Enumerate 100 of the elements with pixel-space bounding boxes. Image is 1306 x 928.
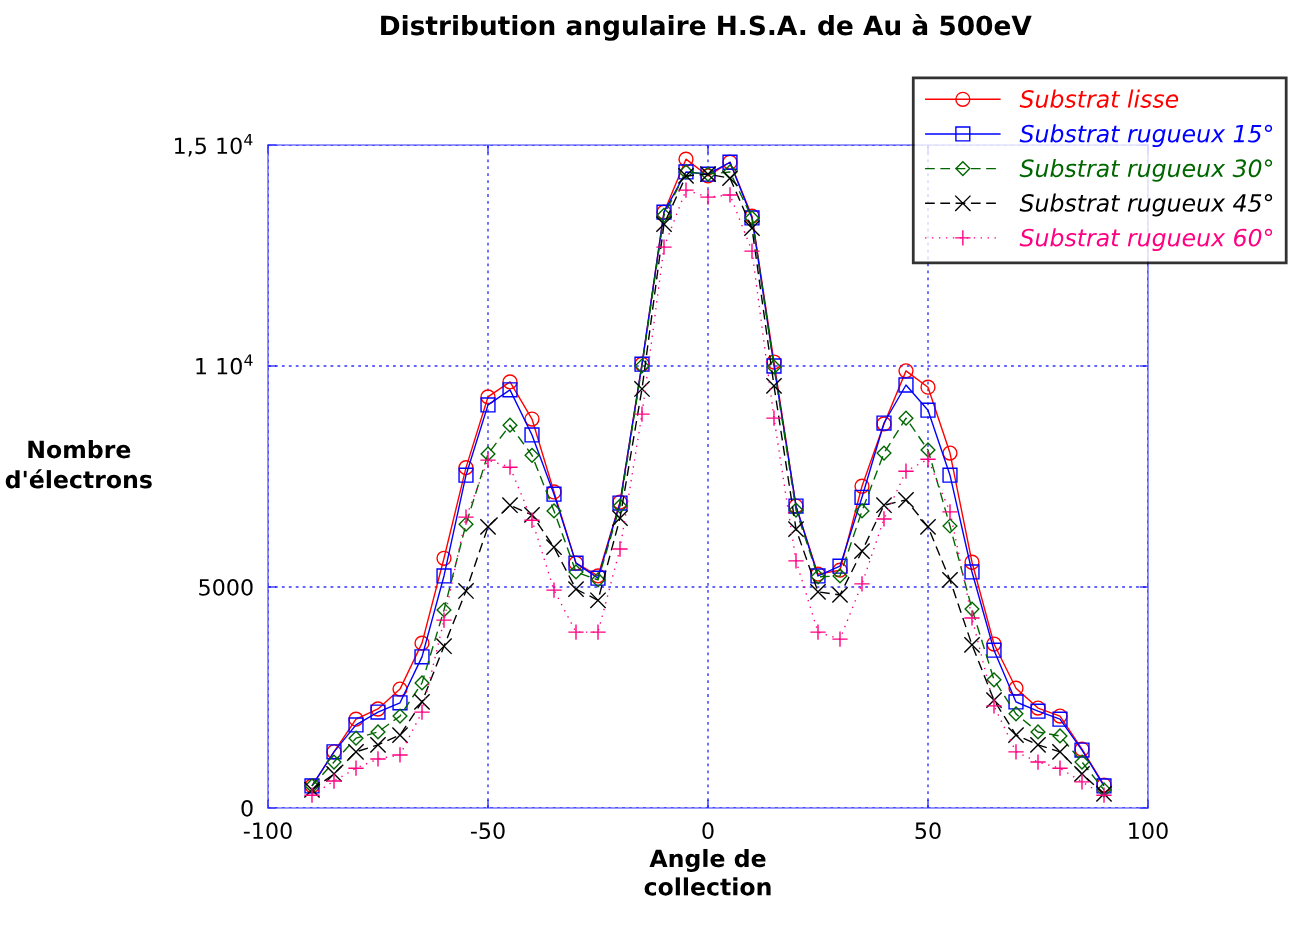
point — [854, 503, 870, 519]
point — [391, 726, 409, 744]
point — [414, 649, 430, 665]
point — [1008, 706, 1024, 722]
point — [1007, 726, 1025, 744]
point — [611, 509, 629, 527]
point — [325, 772, 343, 790]
point — [1074, 754, 1090, 770]
legend-label: Substrat rugueux 15° — [1019, 124, 1273, 148]
point — [303, 781, 321, 799]
point — [964, 564, 980, 580]
x-tick-label: -50 — [470, 822, 505, 840]
point — [1007, 743, 1025, 761]
point — [721, 169, 739, 187]
point — [348, 730, 364, 746]
point — [897, 462, 915, 480]
point — [347, 743, 365, 761]
point — [1073, 765, 1091, 783]
point — [677, 167, 695, 185]
point — [436, 602, 452, 618]
point — [436, 568, 452, 584]
point — [611, 540, 629, 558]
point — [898, 377, 914, 393]
point — [853, 542, 871, 560]
point — [942, 518, 958, 534]
point — [457, 508, 475, 526]
point — [392, 708, 408, 724]
point — [985, 697, 1003, 715]
point — [832, 558, 848, 574]
point — [963, 636, 981, 654]
point — [942, 467, 958, 483]
point — [1029, 736, 1047, 754]
point — [391, 746, 409, 764]
point — [920, 442, 936, 458]
point — [809, 583, 827, 601]
y-tick-label: 1,5 10$^{4}$ — [175, 134, 253, 157]
point — [589, 623, 607, 641]
point — [985, 691, 1003, 709]
point — [303, 786, 321, 804]
point — [436, 550, 452, 566]
point — [479, 518, 497, 536]
point — [568, 564, 584, 580]
y-tick-label: 0 — [241, 799, 253, 817]
point — [458, 467, 474, 483]
point — [1029, 753, 1047, 771]
point — [414, 675, 430, 691]
point — [920, 379, 936, 395]
point — [633, 405, 651, 423]
point — [589, 591, 607, 609]
point — [809, 623, 827, 641]
point — [392, 695, 408, 711]
point — [567, 580, 585, 598]
point — [832, 568, 848, 584]
point — [348, 717, 364, 733]
point — [546, 503, 562, 519]
x-tick-label: -100 — [243, 822, 292, 840]
point — [920, 402, 936, 418]
point — [370, 724, 386, 740]
point — [986, 642, 1002, 658]
point — [942, 445, 958, 461]
y-axis-title: Nombre d'électrons — [5, 440, 152, 489]
point — [1073, 773, 1091, 791]
point — [721, 186, 739, 204]
point — [480, 389, 496, 405]
point — [1030, 724, 1046, 740]
point — [919, 518, 937, 536]
point — [524, 447, 540, 463]
point — [986, 672, 1002, 688]
point — [523, 511, 541, 529]
y-tick-label: 1 10$^{4}$ — [196, 354, 253, 375]
point — [501, 496, 519, 514]
point — [413, 703, 431, 721]
point — [369, 750, 387, 768]
point — [743, 219, 761, 237]
point — [413, 693, 431, 711]
x-tick-label: 0 — [702, 822, 714, 840]
point — [479, 451, 497, 469]
point — [326, 754, 342, 770]
point — [524, 411, 540, 427]
point — [545, 538, 563, 556]
point — [898, 410, 914, 426]
point — [325, 765, 343, 783]
point — [567, 623, 585, 641]
point — [457, 582, 475, 600]
point — [458, 516, 474, 532]
point — [1008, 694, 1024, 710]
point — [1051, 759, 1069, 777]
x-axis-title: Angle de collection — [644, 848, 771, 896]
point — [963, 609, 981, 627]
point — [655, 215, 673, 233]
point — [853, 575, 871, 593]
point — [831, 630, 849, 648]
point — [502, 374, 518, 390]
point — [1051, 743, 1069, 761]
point — [501, 458, 519, 476]
point — [765, 377, 783, 395]
point — [502, 417, 518, 433]
legend-label: Substrat rugueux 45° — [1019, 193, 1273, 217]
legend-label: Substrat rugueux 30° — [1019, 158, 1273, 182]
point — [875, 496, 893, 514]
